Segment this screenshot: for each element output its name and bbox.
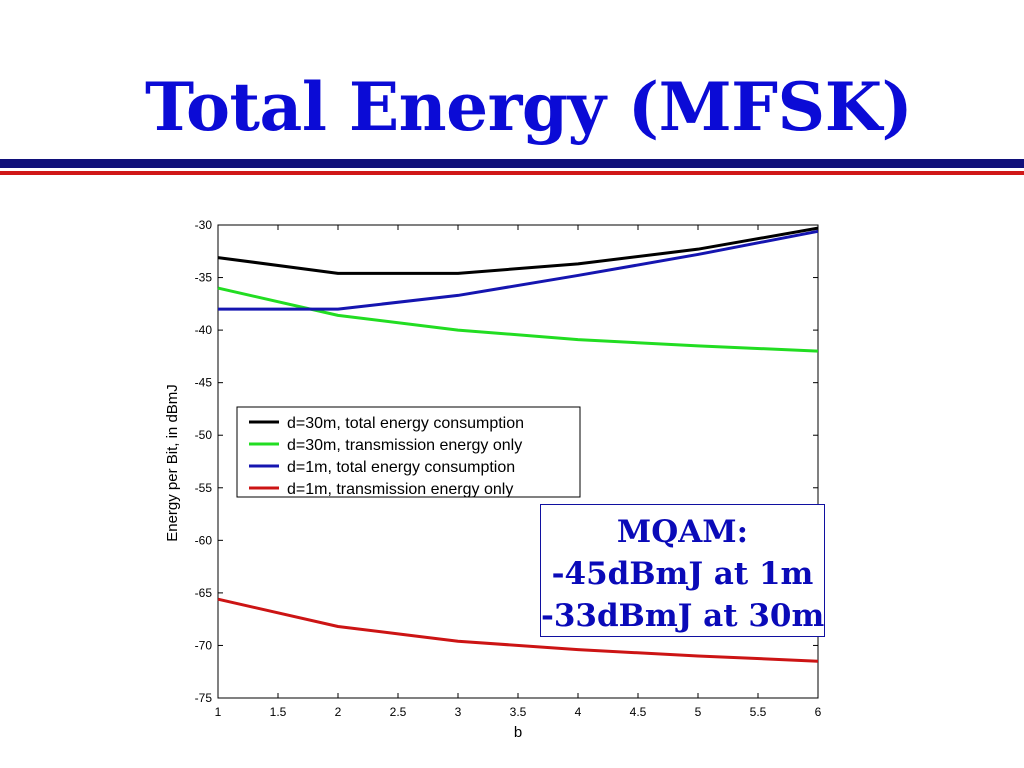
note-line: MQAM: [616,514,749,550]
series-line-4 [217,597,819,663]
y-tick-label: -50 [195,428,213,442]
title-rule-red [0,171,1024,175]
y-tick-label: -75 [195,691,213,705]
x-tick-label: 4.5 [630,705,647,719]
note-line: -45dBmJ at 1m [551,556,814,592]
series-lines [217,226,819,663]
legend-label: d=30m, transmission energy only [287,437,522,454]
note-line: -33dBmJ at 30m [541,598,825,634]
x-tick-label: 5 [695,705,702,719]
y-tick-label: -60 [195,533,213,547]
y-tick-label: -55 [195,481,213,495]
x-axis-ticks: 1 1.5 2 2.5 3 3.5 4 4.5 5 5.5 6 [215,225,822,719]
y-tick-label: -45 [195,376,213,390]
x-tick-label: 2.5 [390,705,407,719]
y-axis-ticks: -30 -35 -40 -45 -50 -55 -60 -65 -70 -75 [195,218,818,705]
legend-label: d=30m, total energy consumption [287,415,524,432]
legend-box [236,406,581,498]
y-tick-label: -35 [195,271,213,285]
x-tick-label: 4 [575,705,582,719]
x-tick-label: 1 [215,705,222,719]
y-tick-label: -65 [195,586,213,600]
chart-legend: d=30m, total energy consumption d=30m, tr… [236,406,581,498]
x-tick-label: 5.5 [750,705,767,719]
series-line-2 [217,286,819,353]
x-tick-label: 6 [815,705,822,719]
mqam-note-box: MQAM: -45dBmJ at 1m -33dBmJ at 30m [540,504,825,637]
y-tick-label: -40 [195,323,213,337]
y-tick-label: -70 [195,638,213,652]
y-tick-label: -30 [195,218,213,232]
legend-label: d=1m, total energy consumption [287,459,515,476]
title-rule-navy [0,159,1024,168]
x-tick-label: 1.5 [270,705,287,719]
x-tick-label: 3.5 [510,705,527,719]
x-tick-label: 2 [335,705,342,719]
slide-title: Total Energy (MFSK) [145,68,913,146]
x-axis-label: b [514,724,522,741]
series-line-3 [218,229,819,311]
x-tick-label: 3 [455,705,462,719]
series-line-1 [217,226,819,275]
legend-label: d=1m, transmission energy only [287,481,513,498]
y-axis-label: Energy per Bit, in dBmJ [164,384,181,542]
